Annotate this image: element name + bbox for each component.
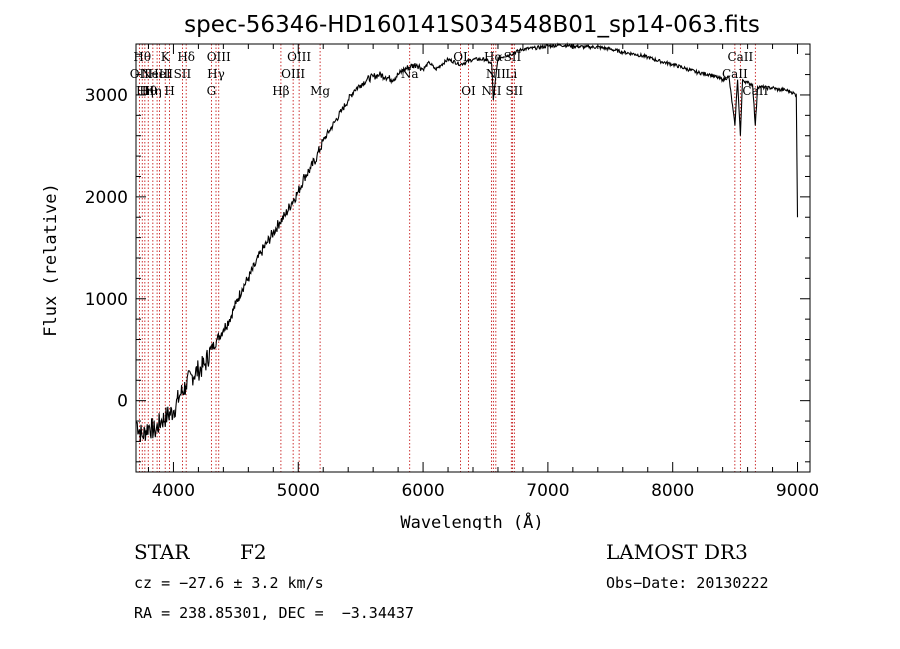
line-marker-label: SII (504, 50, 522, 64)
x-tick-label: 7000 (526, 481, 569, 501)
line-marker-label: Hγ (207, 67, 225, 81)
y-tick-label: 3000 (85, 86, 128, 106)
x-axis-label: Wavelength (Å) (400, 511, 543, 530)
line-marker-label: SII (505, 84, 523, 98)
line-marker-label: CaII (722, 67, 748, 81)
line-marker-label: Hδ (177, 50, 195, 64)
line-marker-label: OI (461, 84, 476, 98)
y-tick-label: 2000 (85, 188, 128, 208)
y-tick-label: 0 (117, 392, 128, 412)
object-subclass: F2 (240, 540, 267, 564)
chart-title: spec-56346-HD160141S034548B01_sp14-063.f… (184, 12, 760, 38)
line-marker-label: Hβ (272, 84, 289, 98)
line-marker-label: HeI (148, 67, 171, 81)
line-marker-label: H (164, 84, 174, 98)
ra-dec: RA = 238.85301, DEC = −3.34437 (134, 604, 414, 622)
object-class: STAR (134, 540, 190, 564)
spectrum-chart: spec-56346-HD160141S034548B01_sp14-063.f… (41, 12, 819, 530)
line-marker-label: CaII (742, 84, 768, 98)
line-marker-label: OII (130, 67, 150, 81)
line-marker-label: K (161, 50, 171, 64)
line-marker-label: OIII (281, 67, 305, 81)
line-marker-label: OIII (207, 50, 231, 64)
x-tick-label: 6000 (401, 481, 444, 501)
y-axis: 0 1000 2000 3000 (85, 53, 810, 463)
spectrum-line (135, 42, 799, 442)
y-tick-label: 1000 (85, 290, 128, 310)
x-tick-label: 4000 (152, 481, 195, 501)
x-tick-label: 5000 (277, 481, 320, 501)
x-axis: 4000 5000 6000 7000 8000 9000 (147, 44, 819, 501)
line-marker-label: G (207, 84, 217, 98)
line-marker-label: NII (481, 84, 501, 98)
plot-frame (135, 43, 811, 473)
x-tick-label: 8000 (651, 481, 694, 501)
line-marker-labels: OIIHθHηHθHηNeIIIHeIKHSIIHδGHγOIIIHβOIIIO… (130, 50, 769, 98)
y-axis-label: Flux (relative) (41, 183, 61, 337)
line-marker-label: Mg (310, 84, 330, 98)
line-marker-label: OIII (287, 50, 311, 64)
line-marker-label: CaII (727, 50, 753, 64)
line-marker-label: Hη (144, 84, 162, 98)
x-tick-label: 9000 (776, 481, 819, 501)
line-marker-label: SII (174, 67, 192, 81)
line-marker-label: Li (505, 67, 517, 81)
observation-date: Obs−Date: 20130222 (606, 574, 769, 592)
survey-name: LAMOST DR3 (606, 540, 748, 564)
line-marker-label: NeIII (141, 67, 173, 81)
line-marker-label: OI (453, 50, 468, 64)
redshift-cz: cz = −27.6 ± 3.2 km/s (134, 574, 324, 592)
line-markers (138, 44, 756, 472)
line-marker-label: Hθ (133, 50, 151, 64)
